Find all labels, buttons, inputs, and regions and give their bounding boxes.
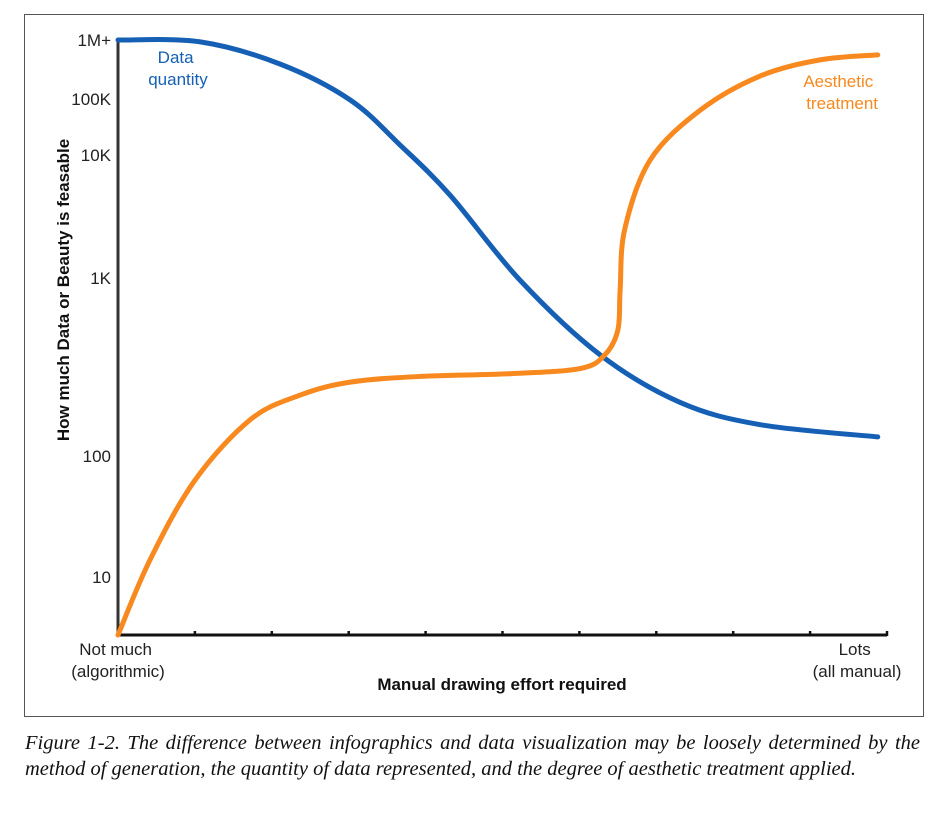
y-tick-label: 100K [71, 90, 111, 109]
figure-caption: Figure 1-2. The difference between infog… [25, 732, 920, 780]
series-lines [115, 37, 881, 638]
series-label-data-quantity-line1: Data [158, 48, 194, 67]
chart: 10 100 1K 10K 100K 1M+ How much Data or Beaut… [54, 31, 902, 694]
y-axis-title: How much Data or Beauty is feasable [54, 139, 73, 441]
series-line-data-quantity [115, 37, 881, 440]
series-label-aesthetic-treatment-line1: Aesthetic [803, 72, 873, 91]
y-tick-label: 1M+ [77, 31, 111, 50]
series-label-data-quantity-line2: quantity [148, 70, 208, 89]
figure-frame [24, 14, 924, 717]
x-axis-end-label-line1: Lots [839, 640, 871, 659]
series-line-aesthetic-treatment [115, 52, 881, 638]
y-tick-label: 100 [83, 447, 111, 466]
x-axis-start-label: Not much (algorithmic) [71, 640, 165, 681]
x-axis-title: Manual drawing effort required [377, 675, 626, 694]
y-tick-label: 10 [92, 568, 111, 587]
x-axis-start-label-line2: (algorithmic) [71, 662, 165, 681]
series-label-aesthetic-treatment: Aesthetic treatment [803, 72, 878, 113]
y-tick-labels: 10 100 1K 10K 100K 1M+ [71, 31, 111, 587]
x-axis-start-label-line1: Not much [79, 640, 152, 659]
series-label-data-quantity: Data quantity [148, 48, 208, 89]
x-axis-end-label-line2: (all manual) [813, 662, 902, 681]
x-axis-end-label: Lots (all manual) [813, 640, 902, 681]
series-label-aesthetic-treatment-line2: treatment [806, 94, 878, 113]
x-ticks [116, 631, 889, 636]
y-tick-label: 10K [81, 146, 112, 165]
y-tick-label: 1K [90, 269, 111, 288]
